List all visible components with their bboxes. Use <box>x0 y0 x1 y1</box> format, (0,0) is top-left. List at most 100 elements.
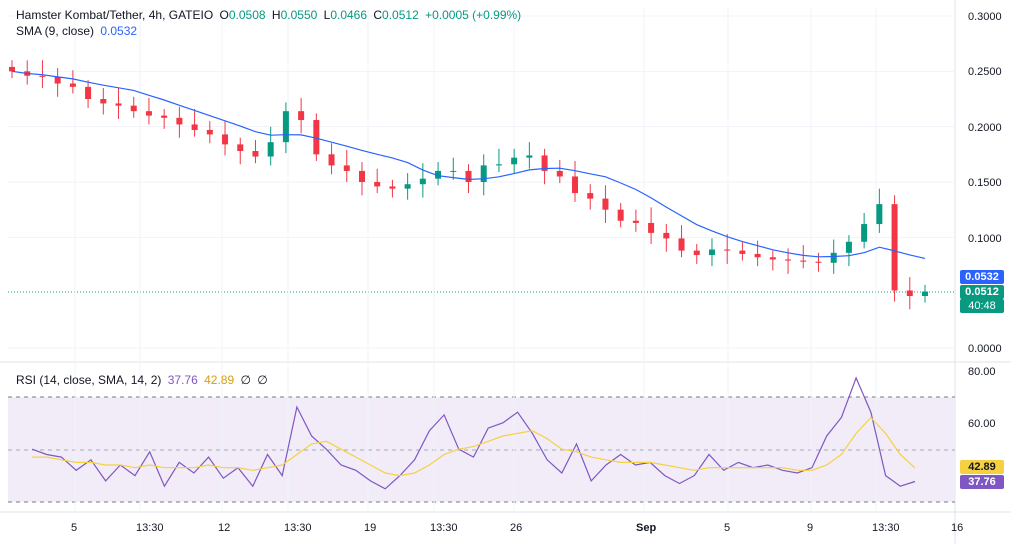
candle-body[interactable] <box>906 290 913 296</box>
price-tick: 0.2500 <box>968 66 1002 78</box>
sma-value: 0.0532 <box>100 24 138 38</box>
rsi-sma-line <box>32 416 916 477</box>
candle-body[interactable] <box>891 204 898 291</box>
candle-body[interactable] <box>480 165 487 182</box>
candle-body[interactable] <box>404 184 411 189</box>
candle-body[interactable] <box>389 186 396 189</box>
candle-body[interactable] <box>617 209 624 221</box>
candle-body[interactable] <box>815 261 822 263</box>
close-value: 0.0512 <box>382 8 419 22</box>
candle-body[interactable] <box>343 165 350 171</box>
candle-body[interactable] <box>632 220 639 223</box>
candles <box>9 60 928 310</box>
candle-body[interactable] <box>191 124 198 130</box>
rsi-value: 37.76 <box>167 373 198 387</box>
candle-body[interactable] <box>419 178 426 185</box>
candle-body[interactable] <box>100 99 107 104</box>
rsi-label: RSI (14, close, SMA, 14, 2) <box>16 373 162 387</box>
symbol-title: Hamster Kombat/Tether, 4h, GATEIO <box>16 8 214 22</box>
candle-body[interactable] <box>602 198 609 210</box>
price-tick: 0.0000 <box>968 343 1002 355</box>
candle-body[interactable] <box>267 142 274 157</box>
candle-body[interactable] <box>861 224 868 242</box>
candle-body[interactable] <box>85 86 92 99</box>
price-tick: 0.1000 <box>968 233 1002 245</box>
candle-body[interactable] <box>130 105 137 112</box>
sma-line <box>11 70 926 259</box>
rsi-extra-1: ∅ <box>240 373 251 387</box>
price-tick: 0.3000 <box>968 11 1002 23</box>
rsi-sma-value: 42.89 <box>204 373 235 387</box>
low-value: 0.0466 <box>330 8 368 22</box>
open-label: O <box>219 8 229 22</box>
candle-body[interactable] <box>358 170 365 182</box>
bar-countdown-tag: 40:48 <box>960 299 1004 313</box>
candle-body[interactable] <box>222 134 229 145</box>
candle-body[interactable] <box>328 154 335 166</box>
candle-body[interactable] <box>739 250 746 254</box>
candle-body[interactable] <box>450 170 457 172</box>
time-tick: 12 <box>218 522 230 534</box>
rsi-tag: 37.76 <box>960 475 1004 489</box>
candle-body[interactable] <box>9 66 15 72</box>
candle-body[interactable] <box>708 249 715 256</box>
candle-body[interactable] <box>754 253 761 258</box>
candle-body[interactable] <box>800 260 807 262</box>
candle-body[interactable] <box>511 157 518 165</box>
candle-body[interactable] <box>769 257 776 260</box>
candle-body[interactable] <box>785 259 792 261</box>
sma-legend[interactable]: SMA (9, close) 0.0532 <box>16 24 140 38</box>
candle-body[interactable] <box>39 75 46 77</box>
candle-body[interactable] <box>541 155 548 171</box>
candle-body[interactable] <box>176 117 183 125</box>
candle-body[interactable] <box>145 111 152 116</box>
time-tick: 26 <box>510 522 522 534</box>
time-tick: 5 <box>71 522 77 534</box>
price-tick: 0.1500 <box>968 177 1002 189</box>
time-tick: 19 <box>364 522 376 534</box>
candle-body[interactable] <box>115 103 122 106</box>
candle-body[interactable] <box>572 176 579 194</box>
candle-body[interactable] <box>876 204 883 225</box>
candle-body[interactable] <box>54 76 61 84</box>
candle-body[interactable] <box>526 155 533 158</box>
candle-body[interactable] <box>922 291 928 296</box>
candle-body[interactable] <box>678 238 685 251</box>
candle-body[interactable] <box>830 252 837 263</box>
candle-body[interactable] <box>282 111 289 143</box>
change-value: +0.0005 (+0.99%) <box>425 8 522 22</box>
candle-body[interactable] <box>252 151 259 157</box>
candle-body[interactable] <box>374 182 381 187</box>
rsi-sma-tag: 42.89 <box>960 460 1004 474</box>
time-tick: 9 <box>807 522 813 534</box>
rsi-tick: 80.00 <box>968 366 996 378</box>
candle-body[interactable] <box>693 250 700 256</box>
rsi-line <box>31 376 916 490</box>
candle-body[interactable] <box>237 144 244 152</box>
time-tick: 13:30 <box>872 522 900 534</box>
time-tick: Sep <box>636 522 656 534</box>
open-value: 0.0508 <box>228 8 266 22</box>
candle-body[interactable] <box>206 129 213 135</box>
candle-body[interactable] <box>465 170 472 182</box>
candle-body[interactable] <box>298 111 305 121</box>
candle-body[interactable] <box>648 222 655 233</box>
candle-body[interactable] <box>556 170 563 177</box>
candle-body[interactable] <box>663 232 670 239</box>
candle-body[interactable] <box>724 249 731 251</box>
last-price-tag: 0.0512 <box>960 285 1004 299</box>
candle-body[interactable] <box>495 164 502 166</box>
candle-body[interactable] <box>313 120 320 155</box>
candle-body[interactable] <box>587 193 594 199</box>
candle-body[interactable] <box>69 83 76 87</box>
candle-body[interactable] <box>845 241 852 253</box>
candle-body[interactable] <box>435 170 442 179</box>
candle-body[interactable] <box>161 115 168 118</box>
time-tick: 5 <box>724 522 730 534</box>
high-value: 0.0550 <box>280 8 318 22</box>
price-tick: 0.2000 <box>968 122 1002 134</box>
rsi-legend[interactable]: RSI (14, close, SMA, 14, 2) 37.76 42.89 … <box>16 373 271 387</box>
symbol-legend[interactable]: Hamster Kombat/Tether, 4h, GATEIO O0.050… <box>16 8 524 22</box>
